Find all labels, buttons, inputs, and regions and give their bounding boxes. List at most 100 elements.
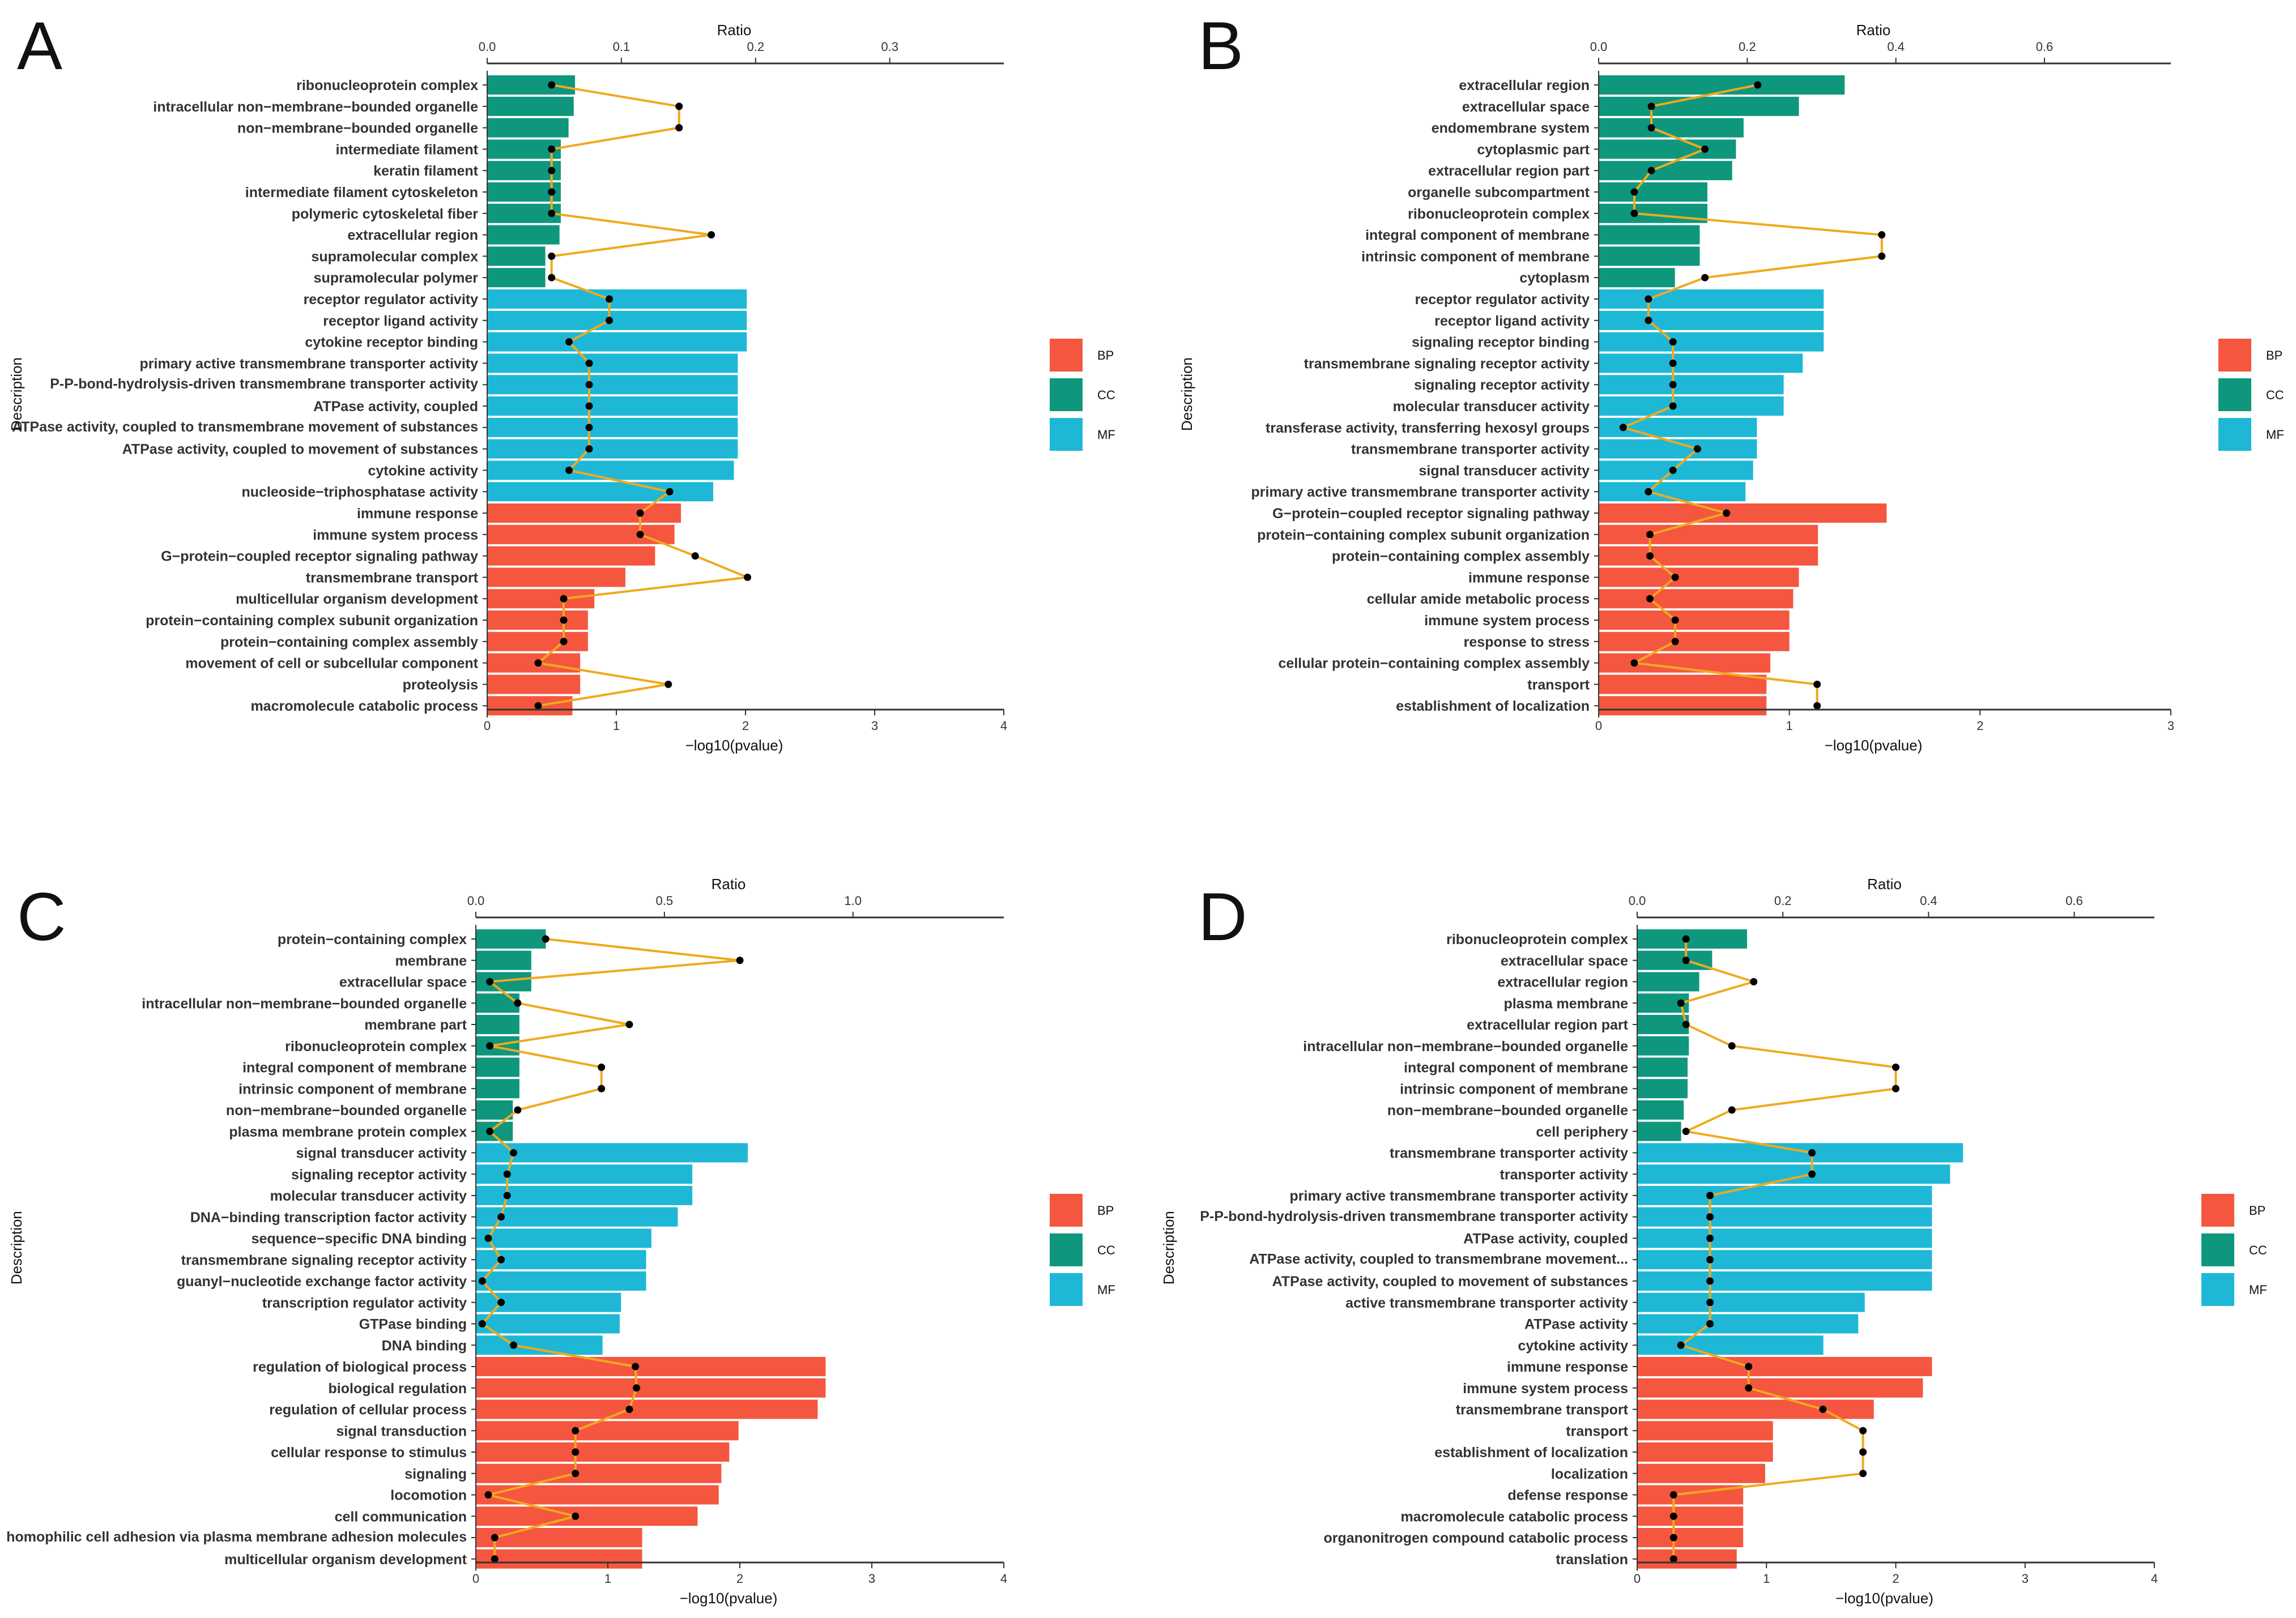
category-label: localization: [1551, 1466, 1628, 1482]
bar: [476, 1121, 513, 1141]
ratio-tick-label: 0.0: [467, 894, 485, 908]
x-tick-label: 1: [604, 1572, 611, 1586]
bar: [1637, 1399, 1874, 1419]
bar: [1599, 118, 1744, 138]
ratio-tick-label: 0.3: [881, 40, 898, 54]
x-axis-title: −log10(pvalue): [685, 737, 783, 754]
bar: [487, 611, 588, 630]
category-label: movement of cell or subcellular componen…: [185, 656, 478, 672]
category-label: integral component of membrane: [1365, 228, 1590, 244]
x-tick-label: 2: [1976, 719, 1983, 733]
bar: [476, 1228, 651, 1248]
bar: [1637, 929, 1748, 949]
x-tick-label: 1: [1763, 1572, 1770, 1586]
ratio-point: [585, 381, 593, 389]
bar: [1637, 1121, 1681, 1141]
bar: [487, 546, 655, 566]
category-label: integral component of membrane: [1404, 1060, 1628, 1076]
legend-swatch: [1050, 1194, 1083, 1227]
bar: [1599, 246, 1700, 266]
legend-label: CC: [1097, 1243, 1115, 1257]
category-label: establishment of localization: [1434, 1445, 1628, 1461]
category-label: signaling receptor activity: [291, 1167, 467, 1182]
category-label: non−membrane−bounded organelle: [1387, 1103, 1628, 1118]
ratio-point: [510, 1149, 518, 1156]
category-label: transport: [1527, 677, 1590, 693]
bar: [1637, 1378, 1923, 1398]
category-label: primary active transmembrane transporter…: [1290, 1188, 1629, 1204]
ratio-point: [1745, 1363, 1753, 1371]
category-label: membrane: [395, 953, 467, 969]
x-tick-label: 4: [2151, 1572, 2158, 1586]
bar: [487, 225, 560, 245]
legend-label: BP: [2266, 348, 2282, 362]
ratio-point: [486, 1042, 494, 1050]
ratio-point: [1878, 252, 1886, 260]
ratio-point: [744, 573, 752, 581]
ratio-point: [486, 978, 494, 985]
category-label: DNA binding: [382, 1338, 467, 1354]
ratio-point: [484, 1235, 492, 1242]
bar: [476, 1357, 826, 1376]
category-label: intrinsic component of membrane: [1361, 249, 1590, 264]
bar: [1637, 1207, 1932, 1227]
bar: [487, 375, 738, 395]
bar: [476, 1207, 678, 1227]
category-label: biological regulation: [329, 1381, 467, 1397]
category-label: supramolecular polymer: [314, 270, 479, 286]
bar: [1599, 182, 1707, 202]
ratio-point: [1754, 81, 1762, 89]
category-label: intracellular non−membrane−bounded organ…: [1303, 1039, 1628, 1055]
category-label: sequence−specific DNA binding: [252, 1231, 467, 1247]
ratio-point: [708, 231, 715, 239]
ratio-point: [1630, 188, 1638, 196]
ratio-tick-label: 0.2: [1774, 894, 1792, 908]
ratio-point: [560, 616, 568, 624]
ratio-point: [1706, 1320, 1714, 1327]
bar: [1599, 332, 1824, 352]
ratio-point: [1669, 359, 1677, 367]
ratio-axis-title: Ratio: [717, 22, 752, 39]
category-label: molecular transducer activity: [1393, 399, 1590, 415]
bar: [476, 1143, 748, 1163]
ratio-point: [1669, 1534, 1677, 1542]
ratio-point: [666, 488, 674, 496]
ratio-point: [1706, 1277, 1714, 1285]
bar: [487, 96, 574, 116]
bar: [1599, 310, 1824, 330]
category-label: non−membrane−bounded organelle: [226, 1103, 467, 1118]
legend-swatch: [2201, 1233, 2234, 1266]
category-label: primary active transmembrane transporter…: [140, 356, 479, 372]
category-label: protein−containing complex: [278, 932, 467, 947]
bar: [1599, 96, 1799, 116]
ratio-axis-title: Ratio: [1867, 876, 1902, 893]
y-axis-title: Description: [8, 357, 25, 431]
bar: [476, 1399, 818, 1419]
category-label: plasma membrane protein complex: [229, 1124, 467, 1140]
bar: [1637, 1228, 1932, 1248]
x-tick-label: 3: [2167, 719, 2174, 733]
ratio-point: [606, 295, 614, 303]
legend-swatch: [2201, 1273, 2234, 1306]
ratio-point: [691, 552, 699, 560]
category-label: cytokine receptor binding: [305, 335, 478, 351]
legend-swatch: [2218, 378, 2251, 411]
bar: [476, 1015, 519, 1034]
bar: [1637, 1549, 1737, 1569]
category-label: extracellular space: [1462, 99, 1590, 115]
bar: [1599, 139, 1736, 159]
category-label: intracellular non−membrane−bounded organ…: [153, 99, 478, 115]
legend-label: MF: [1097, 1283, 1115, 1297]
category-label: intrinsic component of membrane: [1400, 1081, 1628, 1097]
bar: [1599, 674, 1767, 694]
legend-swatch: [2201, 1194, 2234, 1227]
ratio-point: [560, 595, 568, 603]
bar: [476, 950, 531, 970]
bar: [1637, 1463, 1765, 1483]
bar: [487, 503, 681, 523]
ratio-point: [491, 1534, 499, 1542]
bar: [1637, 1100, 1684, 1120]
ratio-point: [572, 1470, 580, 1478]
legend-label: BP: [2249, 1203, 2265, 1218]
bar: [487, 417, 738, 437]
